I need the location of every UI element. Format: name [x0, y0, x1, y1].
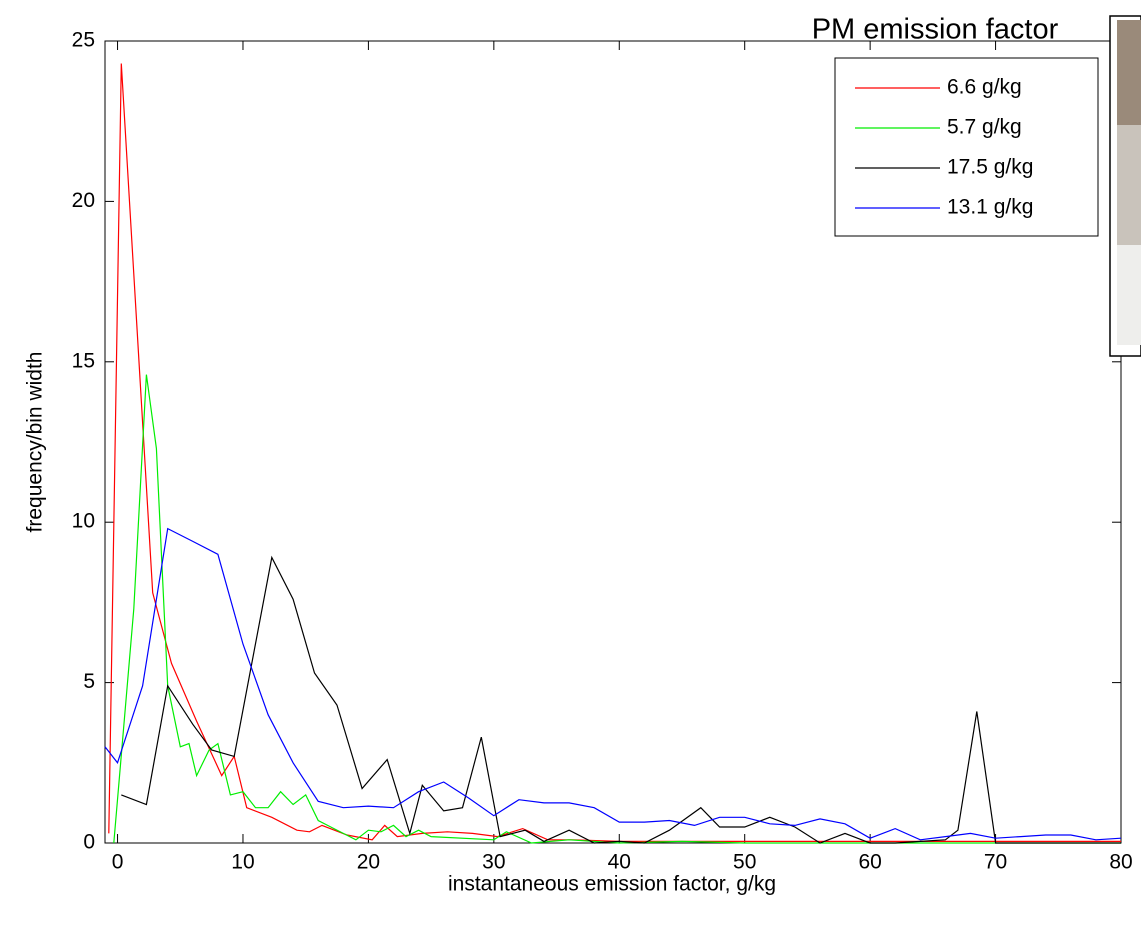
data-line: [121, 555, 1121, 844]
x-tick-label: 70: [984, 851, 1007, 874]
y-tick-label: 15: [72, 349, 95, 372]
x-tick-label: 60: [858, 851, 881, 874]
x-tick-label: 40: [608, 851, 631, 874]
x-tick-label: 50: [733, 851, 756, 874]
legend-label: 6.6 g/kg: [947, 76, 1022, 99]
x-tick-label: 20: [357, 851, 380, 874]
x-tick-label: 30: [482, 851, 505, 874]
y-axis-label: frequency/bin width: [24, 352, 47, 533]
y-tick-label: 10: [72, 510, 95, 533]
data-line: [108, 63, 1121, 842]
x-axis-label: instantaneous emission factor, g/kg: [448, 873, 776, 896]
x-tick-label: 0: [112, 851, 124, 874]
legend-box: [834, 57, 1099, 237]
legend-label: 17.5 g/kg: [947, 156, 1033, 179]
photo-inset: [1109, 15, 1141, 357]
chart-title: PM emission factor: [812, 14, 1059, 46]
data-line: [104, 527, 1122, 841]
y-tick-label: 20: [72, 189, 95, 212]
x-tick-label: 80: [1109, 851, 1132, 874]
legend-label: 5.7 g/kg: [947, 116, 1022, 139]
y-tick-label: 0: [83, 831, 95, 854]
x-tick-label: 10: [231, 851, 254, 874]
data-line: [113, 374, 1121, 844]
legend-label: 13.1 g/kg: [947, 196, 1033, 219]
y-tick-label: 5: [83, 670, 95, 693]
y-tick-label: 25: [72, 29, 95, 52]
